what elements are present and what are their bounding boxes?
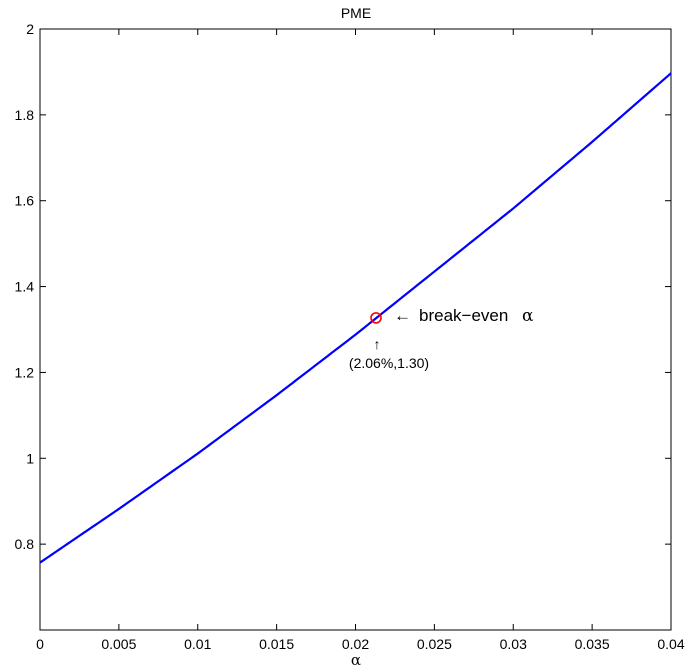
- axis-ticks: [39, 28, 672, 630]
- x-tick-label: 0.01: [184, 636, 211, 652]
- break-even-label: break−even: [419, 306, 508, 325]
- x-tick-label: 0.02: [342, 636, 369, 652]
- pme-curve: [39, 72, 672, 564]
- chart-title: PME: [341, 5, 371, 21]
- break-even-marker: [370, 312, 382, 324]
- y-tick-label: 1.4: [15, 279, 35, 295]
- x-tick-label: 0.005: [101, 636, 136, 652]
- x-tick-label: 0: [36, 636, 44, 652]
- x-axis-label: α: [351, 651, 361, 668]
- y-tick-label: 1.6: [15, 193, 35, 209]
- x-tick-label: 0.035: [575, 636, 610, 652]
- x-tick-label: 0.025: [417, 636, 452, 652]
- x-tick-label: 0.04: [657, 636, 684, 652]
- break-even-value-label: (2.06%,1.30): [349, 355, 429, 371]
- y-tick-label: 0.8: [15, 536, 35, 552]
- y-tick-label: 1.8: [15, 107, 35, 123]
- plot-area: [39, 28, 672, 631]
- value-arrow: ↑: [374, 336, 381, 352]
- axis-tick-labels: 0 0.005 0.01 0.015 0.02 0.025 0.03 0.035 0.04 0.8…: [15, 21, 685, 652]
- break-even-arrow: ←: [394, 306, 411, 325]
- y-tick-label: 2: [26, 21, 34, 37]
- x-tick-label: 0.03: [500, 636, 527, 652]
- y-tick-label: 1: [26, 450, 34, 466]
- y-tick-label: 1.2: [15, 364, 35, 380]
- x-tick-label: 0.015: [259, 636, 294, 652]
- alpha-symbol: α: [522, 306, 534, 326]
